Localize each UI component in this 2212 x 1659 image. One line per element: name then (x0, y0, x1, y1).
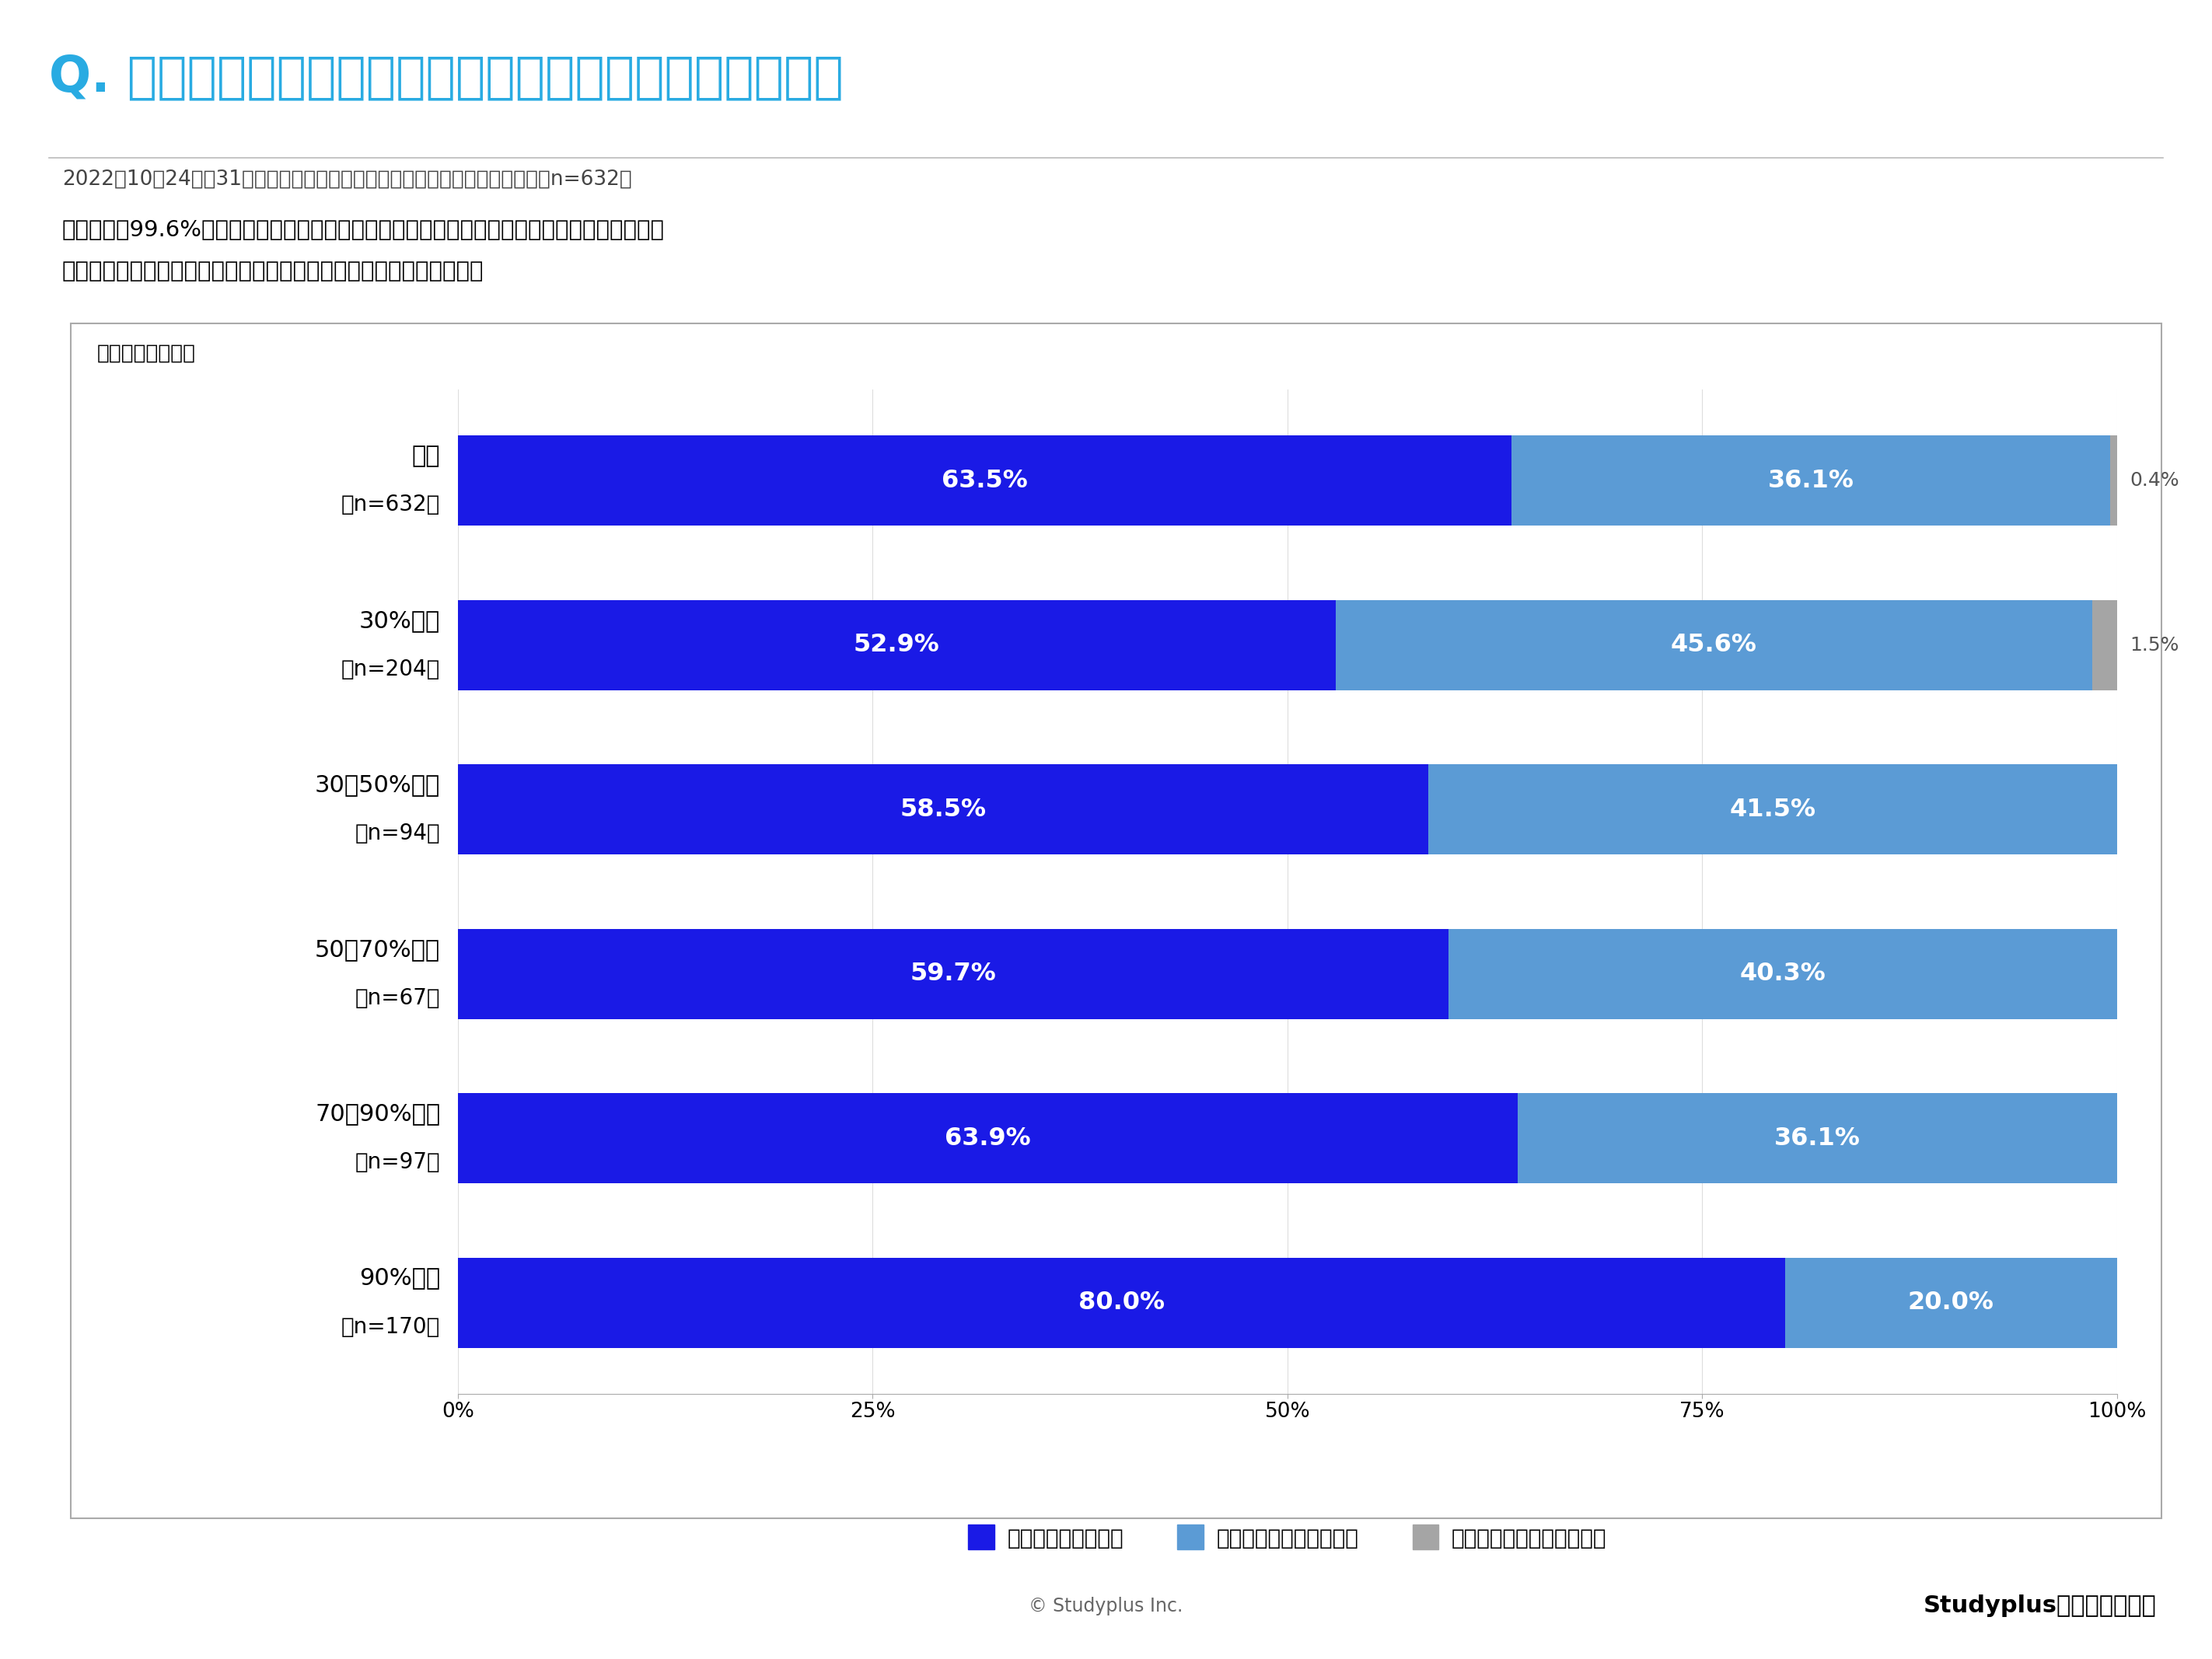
Text: Q. 貴校では、生徒の進路指導に取り組まれていますか？: Q. 貴校では、生徒の進路指導に取り組まれていますか？ (49, 53, 843, 101)
Text: 50～70%未満: 50～70%未満 (314, 937, 440, 961)
Text: 41.5%: 41.5% (1730, 798, 1816, 821)
Text: （n=67）: （n=67） (356, 987, 440, 1009)
Text: Studyplusトレンド研究所: Studyplusトレンド研究所 (1924, 1594, 2157, 1618)
Text: （n=204）: （n=204） (341, 659, 440, 680)
Bar (1511, 435, 2110, 526)
Bar (1336, 601, 2093, 690)
Legend: 十分取り組んでいる, ある程度取り組んでいる, ほとんど取り組んでいない: 十分取り組んでいる, ある程度取り組んでいる, ほとんど取り組んでいない (960, 1516, 1615, 1558)
Bar (1449, 929, 2117, 1019)
Text: 0.4%: 0.4% (2130, 471, 2179, 489)
Bar (458, 601, 1336, 690)
Bar (458, 1258, 1785, 1347)
Bar (1517, 1093, 2117, 1183)
Text: ・大学進学率が高くなるほど、「十分取り組んでいる」割合が上昇。: ・大学進学率が高くなるほど、「十分取り組んでいる」割合が上昇。 (62, 260, 484, 282)
Text: ＜大学進学率別＞: ＜大学進学率別＞ (97, 343, 197, 363)
Text: 52.9%: 52.9% (854, 634, 940, 657)
Bar (1429, 765, 2117, 854)
Bar (2110, 435, 2117, 526)
Bar (458, 765, 1429, 854)
Text: 70～90%未満: 70～90%未満 (314, 1103, 440, 1125)
Text: 2022年10月24日～31日「全国の高等学校における進路指導に関する調査」（n=632）: 2022年10月24日～31日「全国の高等学校における進路指導に関する調査」（n… (62, 169, 633, 189)
Text: 80.0%: 80.0% (1077, 1291, 1166, 1316)
Text: 58.5%: 58.5% (900, 798, 987, 821)
Bar (458, 1093, 1517, 1183)
Bar (458, 929, 1449, 1019)
Bar (1785, 1258, 2117, 1347)
Text: 20.0%: 20.0% (1909, 1291, 1993, 1316)
Text: 36.1%: 36.1% (1767, 468, 1854, 493)
Text: ・全体では99.6%が進路指導に「十分取り組んでいる」「ある程度取り組んでいる」と回答。: ・全体では99.6%が進路指導に「十分取り組んでいる」「ある程度取り組んでいる」… (62, 219, 664, 241)
Text: 59.7%: 59.7% (909, 962, 995, 985)
Text: 63.9%: 63.9% (945, 1126, 1031, 1150)
Text: 36.1%: 36.1% (1774, 1126, 1860, 1150)
Text: 90%以上: 90%以上 (358, 1267, 440, 1289)
FancyBboxPatch shape (71, 324, 2161, 1518)
Text: 30～50%未満: 30～50%未満 (314, 773, 440, 796)
Text: （n=97）: （n=97） (354, 1151, 440, 1173)
Text: （n=170）: （n=170） (341, 1316, 440, 1337)
Text: 1.5%: 1.5% (2130, 635, 2179, 654)
Text: 45.6%: 45.6% (1670, 634, 1756, 657)
Text: （n=94）: （n=94） (354, 823, 440, 844)
Text: 30%未満: 30%未満 (358, 609, 440, 632)
Text: 63.5%: 63.5% (942, 468, 1029, 493)
Text: © Studyplus Inc.: © Studyplus Inc. (1029, 1596, 1183, 1616)
Bar (2093, 601, 2117, 690)
Text: （n=632）: （n=632） (341, 494, 440, 516)
Text: 全体: 全体 (411, 445, 440, 468)
Text: 40.3%: 40.3% (1739, 962, 1825, 985)
Bar (458, 435, 1511, 526)
